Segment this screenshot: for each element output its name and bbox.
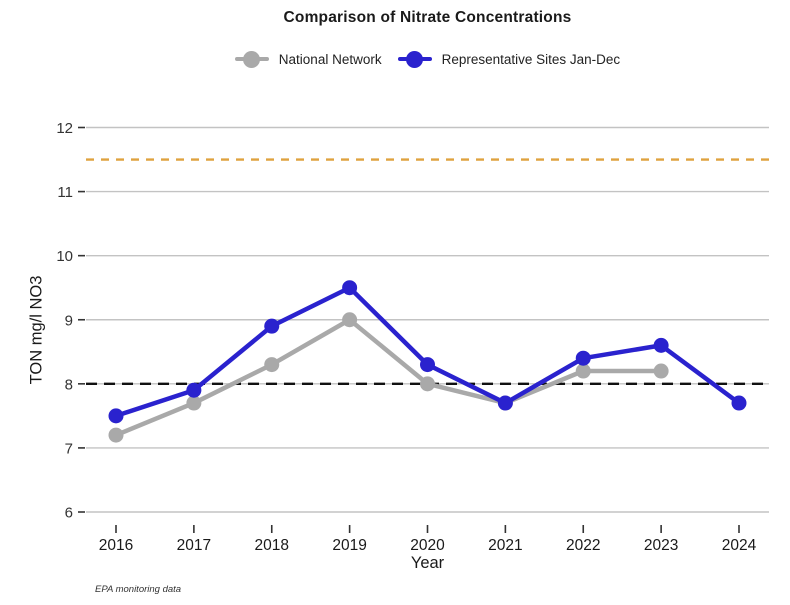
- x-tick-label: 2024: [722, 537, 757, 554]
- y-tick-label: 8: [65, 376, 73, 393]
- data-point: [342, 280, 358, 296]
- data-point: [186, 382, 202, 398]
- data-point: [420, 357, 435, 373]
- x-tick-label: 2017: [177, 537, 211, 554]
- legend-label-national-network: National Network: [278, 51, 382, 67]
- point-marker-icon: [243, 50, 261, 68]
- x-tick-label: 2016: [99, 537, 133, 554]
- data-point: [108, 408, 124, 424]
- x-tick-label: 2021: [488, 537, 522, 554]
- data-point: [575, 350, 591, 366]
- legend-item-representative-sites: Representative Sites Jan-Dec: [397, 50, 621, 68]
- legend-label-representative-sites: Representative Sites Jan-Dec: [441, 51, 621, 67]
- x-tick-label: 2018: [255, 537, 289, 554]
- data-point: [575, 363, 591, 379]
- series-line: [113, 317, 664, 438]
- y-tick-label: 6: [65, 505, 73, 522]
- data-point: [108, 427, 124, 443]
- data-point: [264, 357, 280, 373]
- data-point: [731, 395, 747, 411]
- x-tick-label: 2023: [644, 537, 678, 554]
- x-tick-label: 2019: [332, 537, 366, 554]
- data-point: [653, 337, 669, 353]
- data-point: [497, 395, 513, 411]
- y-tick-label: 7: [65, 440, 73, 457]
- y-tick-label: 11: [57, 184, 73, 201]
- y-tick-label: 9: [65, 312, 73, 329]
- point-marker-icon: [406, 50, 424, 68]
- data-point: [420, 376, 435, 392]
- legend: National Network Representative Sites Ja…: [86, 50, 769, 68]
- y-tick-label: 10: [56, 248, 73, 265]
- legend-item-national-network: National Network: [234, 50, 382, 68]
- x-tick-label: 2020: [410, 537, 445, 554]
- x-axis-title: Year: [410, 554, 445, 572]
- x-tick-label: 2022: [566, 537, 600, 554]
- chart-title: Comparison of Nitrate Concentrations: [283, 9, 572, 26]
- data-point: [342, 312, 358, 328]
- data-point: [186, 395, 202, 411]
- data-point: [264, 318, 280, 334]
- y-tick-label: 12: [56, 120, 73, 137]
- gray-line-point-marker-icon: [234, 50, 269, 68]
- data-point: [653, 363, 669, 379]
- blue-line-point-marker-icon: [397, 50, 432, 68]
- chart-caption: EPA monitoring data: [95, 584, 182, 595]
